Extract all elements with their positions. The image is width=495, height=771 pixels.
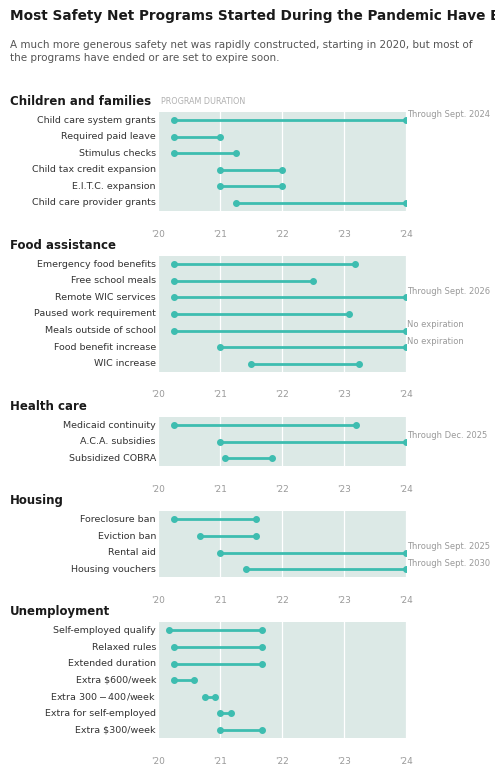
- Text: E.I.T.C. expansion: E.I.T.C. expansion: [72, 182, 156, 191]
- Text: Self-employed qualify: Self-employed qualify: [53, 626, 156, 635]
- Text: Housing: Housing: [10, 494, 64, 507]
- Text: Through Sept. 2026: Through Sept. 2026: [407, 287, 490, 296]
- Text: Housing vouchers: Housing vouchers: [71, 564, 156, 574]
- Text: Foreclosure ban: Foreclosure ban: [80, 515, 156, 524]
- Text: Medicaid continuity: Medicaid continuity: [63, 420, 156, 429]
- Text: Food benefit increase: Food benefit increase: [53, 342, 156, 352]
- Text: Through Sept. 2030: Through Sept. 2030: [407, 559, 490, 568]
- Text: Free school meals: Free school meals: [71, 276, 156, 285]
- Text: A much more generous safety net was rapidly constructed, starting in 2020, but m: A much more generous safety net was rapi…: [10, 40, 472, 63]
- Text: Child care provider grants: Child care provider grants: [32, 198, 156, 207]
- Text: Stimulus checks: Stimulus checks: [79, 149, 156, 158]
- Text: Extra $300-$400/week: Extra $300-$400/week: [50, 692, 156, 702]
- Text: Child care system grants: Child care system grants: [37, 116, 156, 125]
- Text: No expiration: No expiration: [407, 337, 464, 346]
- Text: WIC increase: WIC increase: [94, 359, 156, 369]
- Text: Rental aid: Rental aid: [108, 548, 156, 557]
- Text: Child tax credit expansion: Child tax credit expansion: [32, 165, 156, 174]
- Text: Most Safety Net Programs Started During the Pandemic Have Ended: Most Safety Net Programs Started During …: [10, 9, 495, 23]
- Text: Emergency food benefits: Emergency food benefits: [37, 260, 156, 269]
- Text: Through Sept. 2024: Through Sept. 2024: [407, 109, 490, 119]
- Text: Extra $300/week: Extra $300/week: [75, 726, 156, 735]
- Text: Health care: Health care: [10, 400, 87, 412]
- Text: Paused work requirement: Paused work requirement: [34, 309, 156, 318]
- Text: Relaxed rules: Relaxed rules: [92, 642, 156, 651]
- Text: Through Sept. 2025: Through Sept. 2025: [407, 542, 490, 551]
- Text: Meals outside of school: Meals outside of school: [45, 326, 156, 335]
- Text: Unemployment: Unemployment: [10, 605, 110, 618]
- Text: Eviction ban: Eviction ban: [98, 531, 156, 540]
- Text: No expiration: No expiration: [407, 320, 464, 329]
- Text: Remote WIC services: Remote WIC services: [55, 293, 156, 302]
- Text: Extra for self-employed: Extra for self-employed: [45, 709, 156, 718]
- Text: PROGRAM DURATION: PROGRAM DURATION: [161, 97, 245, 106]
- Text: Children and families: Children and families: [10, 95, 151, 108]
- Text: Through Dec. 2025: Through Dec. 2025: [407, 431, 488, 440]
- Text: A.C.A. subsidies: A.C.A. subsidies: [80, 437, 156, 446]
- Text: Extra $600/week: Extra $600/week: [76, 675, 156, 685]
- Text: Extended duration: Extended duration: [68, 659, 156, 668]
- Text: Required paid leave: Required paid leave: [61, 132, 156, 141]
- Text: Food assistance: Food assistance: [10, 239, 116, 252]
- Text: Subsidized COBRA: Subsidized COBRA: [69, 453, 156, 463]
